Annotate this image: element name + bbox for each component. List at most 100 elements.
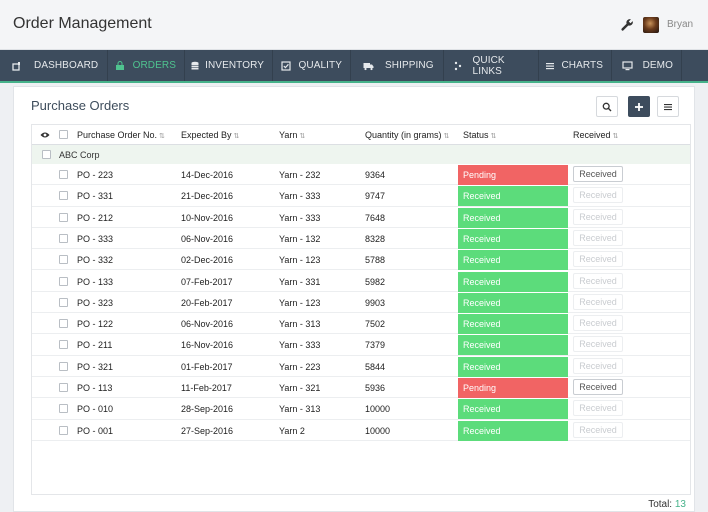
table-row[interactable]: PO - 010 28-Sep-2016 Yarn - 313 10000 Receiv… [32, 398, 690, 420]
sort-icon: ⇅ [443, 133, 450, 140]
col-header-received[interactable]: Received ⇅ [573, 130, 619, 140]
row-checkbox[interactable] [59, 361, 68, 371]
nav-item-charts[interactable]: CHARTS [539, 50, 612, 81]
col-header-yarn[interactable]: Yarn ⇅ [279, 130, 306, 140]
dashboard-icon [0, 61, 34, 71]
table-row[interactable]: PO - 113 11-Feb-2017 Yarn - 321 5936 Pending… [32, 377, 690, 399]
table-row[interactable]: PO - 223 14-Dec-2016 Yarn - 232 9364 Pending… [32, 164, 690, 186]
quantity: 5936 [365, 383, 386, 393]
avatar[interactable] [643, 17, 659, 33]
quantity: 5788 [365, 255, 386, 266]
nav-label: QUICK LINKS [472, 54, 505, 77]
nav-label: INVENTORY [205, 60, 264, 71]
col-header-expected[interactable]: Expected By ⇅ [181, 130, 240, 140]
received-button[interactable]: Received [573, 421, 623, 438]
nav-item-demo[interactable]: DEMO [612, 50, 682, 81]
row-checkbox[interactable] [59, 233, 68, 243]
quantity: 10000 [365, 425, 391, 436]
table-row[interactable]: PO - 212 10-Nov-2016 Yarn - 333 7648 Receive… [32, 207, 690, 228]
expected-date: 20-Feb-2017 [181, 297, 233, 308]
received-button[interactable]: Received [573, 379, 623, 395]
received-button[interactable]: Received [573, 208, 623, 225]
po-number: PO - 331 [77, 191, 114, 202]
table-row[interactable]: PO - 321 01-Feb-2017 Yarn - 223 5844 Receive… [32, 356, 690, 377]
yarn-name: Yarn - 123 [279, 255, 321, 266]
yarn-name: Yarn - 321 [279, 383, 321, 393]
po-number: PO - 323 [77, 297, 114, 308]
quantity: 5844 [365, 361, 386, 372]
yarn-name: Yarn - 223 [279, 361, 321, 372]
table-row[interactable]: PO - 332 02-Dec-2016 Yarn - 123 5788 Receive… [32, 249, 690, 271]
col-header-quantity[interactable]: Quantity (in grams) ⇅ [365, 130, 450, 140]
select-all-checkbox[interactable] [59, 130, 68, 139]
received-button[interactable]: Received [573, 272, 623, 289]
row-checkbox[interactable] [59, 425, 68, 435]
received-button[interactable]: Received [573, 357, 623, 374]
username[interactable]: Bryan [667, 19, 694, 30]
nav-item-quality[interactable]: QUALITY [273, 50, 351, 81]
status-badge: Received [458, 399, 568, 420]
po-number: PO - 001 [77, 425, 114, 436]
nav-item-quick-links[interactable]: QUICK LINKS [444, 50, 539, 81]
database-icon [185, 61, 205, 71]
links-icon [444, 61, 473, 71]
quantity: 9747 [365, 191, 386, 202]
row-checkbox[interactable] [59, 383, 68, 392]
table-row[interactable]: PO - 133 07-Feb-2017 Yarn - 331 5982 Receive… [32, 271, 690, 292]
table-row[interactable]: PO - 122 06-Nov-2016 Yarn - 313 7502 Receive… [32, 313, 690, 335]
row-checkbox[interactable] [59, 340, 68, 350]
expected-date: 11-Feb-2017 [181, 383, 232, 393]
received-button[interactable]: Received [573, 251, 623, 268]
table-row[interactable]: PO - 001 27-Sep-2016 Yarn 2 10000 Received Re… [32, 420, 690, 441]
nav-item-dashboard[interactable]: DASHBOARD [0, 50, 108, 81]
quantity: 9364 [365, 170, 386, 180]
expected-date: 10-Nov-2016 [181, 212, 234, 223]
wrench-icon[interactable] [620, 18, 634, 32]
yarn-name: Yarn 2 [279, 425, 305, 436]
row-checkbox[interactable] [59, 319, 68, 329]
menu-button[interactable] [657, 96, 679, 117]
row-checkbox[interactable] [59, 212, 68, 222]
table-row[interactable]: PO - 333 06-Nov-2016 Yarn - 132 8328 Receive… [32, 228, 690, 250]
row-checkbox[interactable] [59, 255, 68, 265]
status-badge: Received [458, 207, 568, 228]
table-row[interactable]: PO - 331 21-Dec-2016 Yarn - 333 9747 Receive… [32, 185, 690, 207]
row-checkbox[interactable] [59, 404, 68, 414]
received-button[interactable]: Received [573, 315, 623, 332]
main-nav: DASHBOARD ORDERS INVENTORY QUALITY SHIPP… [0, 50, 708, 83]
add-order-button[interactable] [628, 96, 650, 117]
row-checkbox[interactable] [59, 297, 68, 307]
po-number: PO - 333 [77, 233, 114, 244]
po-number: PO - 212 [77, 212, 114, 223]
received-button[interactable]: Received [573, 166, 623, 182]
nav-item-shipping[interactable]: SHIPPING [351, 50, 444, 81]
received-button[interactable]: Received [573, 229, 623, 246]
received-button[interactable]: Received [573, 336, 623, 353]
search-button[interactable] [596, 96, 618, 117]
received-button[interactable]: Received [573, 293, 623, 310]
received-button[interactable]: Received [573, 400, 623, 417]
status-badge: Received [458, 356, 568, 377]
col-header-po[interactable]: Purchase Order No. ⇅ [77, 130, 165, 140]
nav-item-orders[interactable]: ORDERS [108, 50, 185, 81]
list-icon [539, 61, 561, 71]
expected-date: 16-Nov-2016 [181, 340, 234, 351]
nav-item-inventory[interactable]: INVENTORY [185, 50, 273, 81]
expected-date: 02-Dec-2016 [181, 255, 234, 266]
eye-icon[interactable] [40, 131, 50, 139]
monitor-icon [612, 60, 643, 71]
plus-icon [635, 102, 643, 111]
yarn-name: Yarn - 333 [279, 212, 321, 223]
col-header-status[interactable]: Status ⇅ [463, 130, 497, 140]
expected-date: 21-Dec-2016 [181, 191, 234, 202]
table-row[interactable]: PO - 211 16-Nov-2016 Yarn - 333 7379 Receive… [32, 334, 690, 356]
table-row[interactable]: PO - 323 20-Feb-2017 Yarn - 123 9903 Receive… [32, 292, 690, 314]
group-checkbox[interactable] [42, 150, 51, 159]
row-checkbox[interactable] [59, 276, 68, 286]
expected-date: 14-Dec-2016 [181, 170, 234, 180]
row-checkbox[interactable] [59, 170, 68, 179]
row-checkbox[interactable] [59, 191, 68, 201]
received-button[interactable]: Received [573, 187, 623, 204]
search-icon [602, 102, 612, 111]
yarn-name: Yarn - 123 [279, 297, 321, 308]
